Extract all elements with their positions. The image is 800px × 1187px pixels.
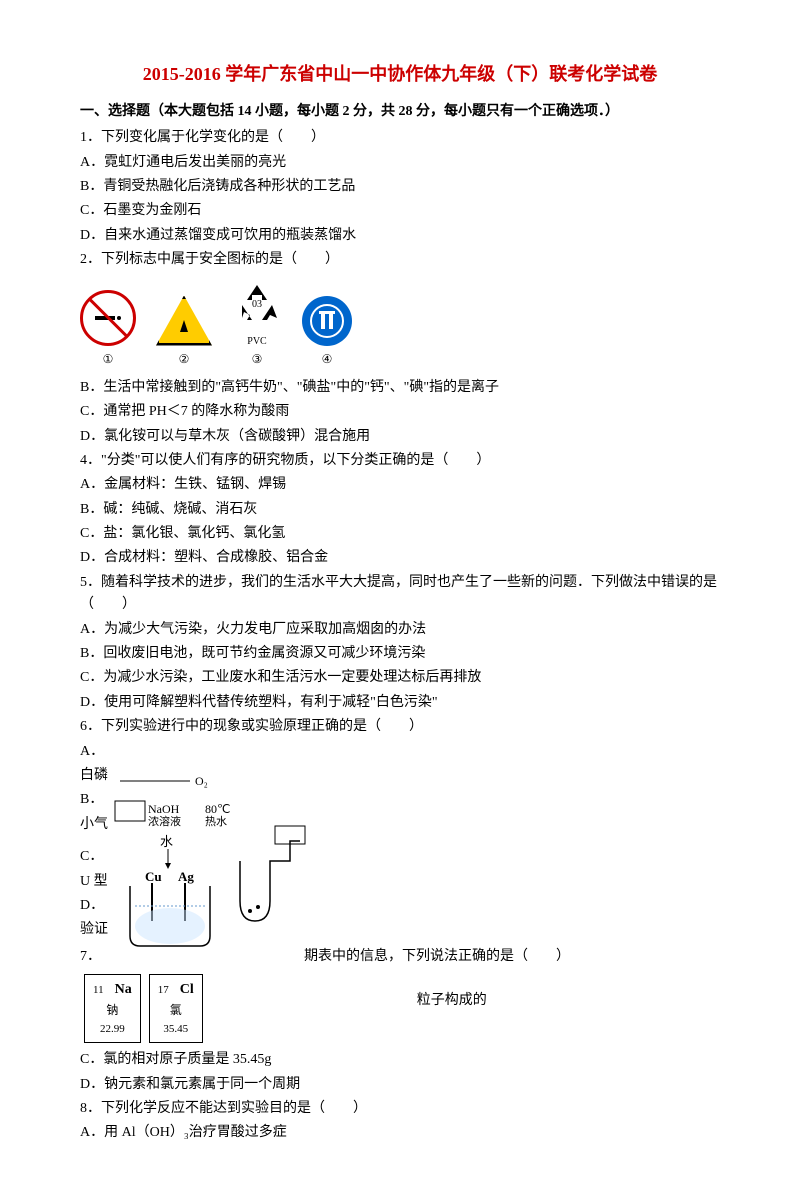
svg-text:03: 03: [252, 299, 262, 310]
q1-b: B．青铜受热融化后浇铸成各种形状的工艺品: [80, 176, 720, 198]
q1-a: A．霓虹灯通电后发出美丽的亮光: [80, 152, 720, 174]
safety-icons-row: ① ② 03 PVC ③ ④: [80, 280, 720, 369]
ag-label: Ag: [178, 869, 194, 884]
q1-c: C．石墨变为金刚石: [80, 200, 720, 222]
q3-b: B．生活中常接触到的"高钙牛奶"、"碘盐"中的"钙"、"碘"指的是离子: [80, 377, 720, 399]
q6-stem: 6．下列实验进行中的现象或实验原理正确的是（ ）: [80, 716, 720, 738]
q3-d: D．氯化铵可以与草木灰（含碳酸钾）混合施用: [80, 426, 720, 448]
naoh-sub: 浓溶液: [148, 814, 181, 828]
q4-stem: 4．"分类"可以使人们有序的研究物质，以下分类正确的是（ ）: [80, 450, 720, 472]
water-label: 水: [160, 834, 173, 849]
icon-2-label: ②: [156, 350, 212, 369]
icon-3: 03 PVC ③: [232, 280, 282, 369]
temp-label: 80℃: [205, 802, 230, 816]
q1-d: D．自来水通过蒸馏变成可饮用的瓶装蒸馏水: [80, 225, 720, 247]
q5-b: B．回收废旧电池，既可节约金属资源又可减少环境污染: [80, 643, 720, 665]
chem-experiment-diagram: B． 小气 O₂ NaOH 浓溶液 80℃ 热水 水 Cu Ag: [80, 789, 720, 1047]
section-header: 一、选择题（本大题包括 14 小题，每小题 2 分，共 28 分，每小题只有一个…: [80, 101, 720, 123]
q7-d: D．钠元素和氯元素属于同一个周期: [80, 1074, 720, 1096]
q5-c: C．为减少水污染，工业废水和生活污水一定要处理达标后再排放: [80, 667, 720, 689]
icon-1-label: ①: [80, 350, 136, 369]
warning-icon: [156, 296, 212, 346]
q4-b: B．碱：纯碱、烧碱、消石灰: [80, 499, 720, 521]
icon-4-label: ④: [302, 350, 352, 369]
q5-a: A．为减少大气污染，火力发电厂应采取加高烟囱的办法: [80, 619, 720, 641]
q6-a: A．: [80, 741, 720, 763]
blue-logo-icon: [302, 296, 352, 346]
icon-2: ②: [156, 296, 212, 369]
element-cl: 17 Cl 氯 35.45: [149, 974, 203, 1043]
cu-label: Cu: [145, 869, 162, 884]
o2-label: O₂: [195, 774, 208, 788]
q5-stem: 5．随着科学技术的进步，我们的生活水平大大提高，同时也产生了一些新的问题．下列做…: [80, 572, 720, 617]
element-row: 11 Na 钠 22.99 17 Cl 氯 35.45 粒子构成的: [80, 970, 720, 1047]
apparatus-diagram: O₂ NaOH 浓溶液 80℃ 热水 水 Cu Ag: [100, 771, 360, 979]
q2-stem: 2．下列标志中属于安全图标的是（ ）: [80, 249, 720, 271]
q8-a: A．用 Al（OH）₃治疗胃酸过多症: [80, 1122, 720, 1144]
q4-d: D．合成材料：塑料、合成橡胶、铝合金: [80, 547, 720, 569]
page-title: 2015-2016 学年广东省中山一中协作体九年级（下）联考化学试卷: [80, 60, 720, 89]
icon-3-label: ③: [232, 350, 282, 369]
no-smoking-icon: [80, 290, 136, 346]
temp-sub: 热水: [205, 815, 227, 828]
recycle-icon: 03: [232, 280, 282, 330]
q8-stem: 8．下列化学反应不能达到实验目的是（ ）: [80, 1098, 720, 1120]
exam-page: 2015-2016 学年广东省中山一中协作体九年级（下）联考化学试卷 一、选择题…: [0, 0, 800, 1187]
element-na: 11 Na 钠 22.99: [84, 974, 141, 1043]
q4-a: A．金属材料：生铁、锰钢、焊锡: [80, 474, 720, 496]
q1-stem: 1．下列变化属于化学变化的是（ ）: [80, 127, 720, 149]
q4-c: C．盐：氯化银、氯化钙、氯化氢: [80, 523, 720, 545]
q3-c: C．通常把 PH＜7 的降水称为酸雨: [80, 401, 720, 423]
naoh-label: NaOH: [148, 802, 180, 816]
q7-c: C．氯的相对原子质量是 35.45g: [80, 1049, 720, 1071]
icon-4: ④: [302, 296, 352, 369]
icon-3-sub: PVC: [232, 334, 282, 350]
icon-1: ①: [80, 290, 136, 369]
q5-d: D．使用可降解塑料代替传统塑料，有利于减轻"白色污染": [80, 692, 720, 714]
